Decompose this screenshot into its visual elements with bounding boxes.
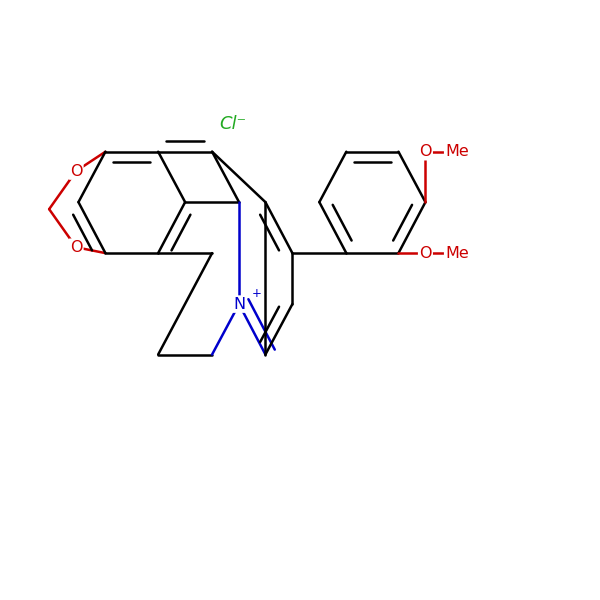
Text: O: O: [70, 240, 82, 255]
Text: Cl⁻: Cl⁻: [219, 115, 246, 133]
Text: N: N: [233, 296, 245, 311]
Text: O: O: [419, 144, 431, 159]
Text: O: O: [70, 164, 82, 179]
Text: +: +: [251, 287, 262, 300]
Text: Me: Me: [445, 144, 469, 159]
Text: Me: Me: [445, 245, 469, 260]
Text: O: O: [419, 245, 431, 260]
